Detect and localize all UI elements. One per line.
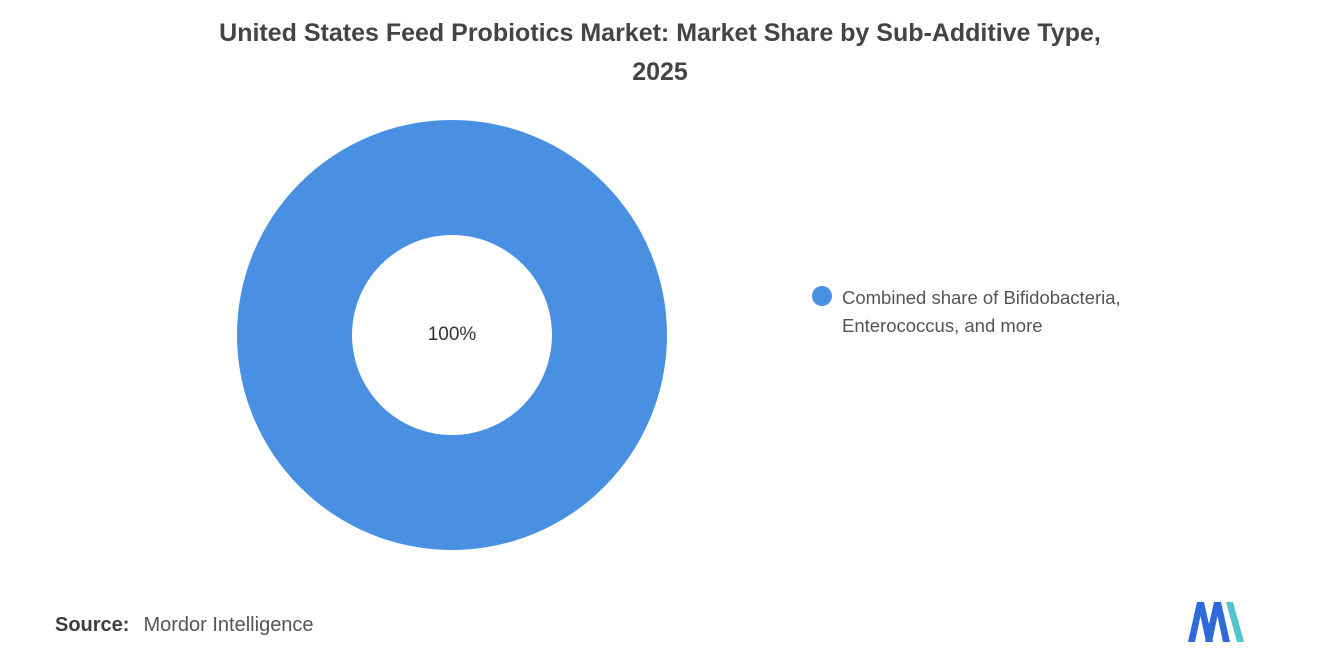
chart-title: United States Feed Probiotics Market: Ma…	[0, 14, 1320, 92]
legend-marker-icon	[812, 286, 832, 306]
chart-title-line1: United States Feed Probiotics Market: Ma…	[219, 19, 1101, 47]
mordor-intelligence-logo	[1188, 602, 1244, 642]
logo-shape-middle	[1205, 602, 1230, 642]
chart-title-line2: 2025	[632, 57, 688, 86]
source-label: Source:	[55, 614, 130, 636]
source-row: Source: Mordor Intelligence	[55, 614, 314, 637]
logo-shape-left	[1188, 602, 1213, 642]
donut-chart-svg	[237, 120, 667, 550]
chart-legend: Combined share of Bifidobacteria, Entero…	[812, 284, 1162, 340]
donut-hole	[352, 235, 552, 435]
source-value: Mordor Intelligence	[143, 614, 314, 636]
logo-shape-right	[1226, 602, 1244, 642]
legend-marker-circle	[812, 286, 832, 306]
legend-label: Combined share of Bifidobacteria, Entero…	[842, 287, 1121, 336]
donut-chart: 100%	[237, 120, 667, 550]
